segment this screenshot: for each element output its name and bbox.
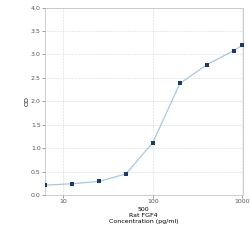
Y-axis label: OD: OD <box>24 96 29 106</box>
Point <box>178 82 182 86</box>
Point <box>151 140 155 144</box>
Point <box>124 172 128 176</box>
Point <box>97 180 101 184</box>
Point <box>232 48 236 53</box>
Point <box>205 63 209 67</box>
Point <box>70 182 74 186</box>
Point <box>240 43 244 47</box>
X-axis label: 500
Rat FGF4
Concentration (pg/ml): 500 Rat FGF4 Concentration (pg/ml) <box>109 207 178 224</box>
Point <box>43 183 47 187</box>
